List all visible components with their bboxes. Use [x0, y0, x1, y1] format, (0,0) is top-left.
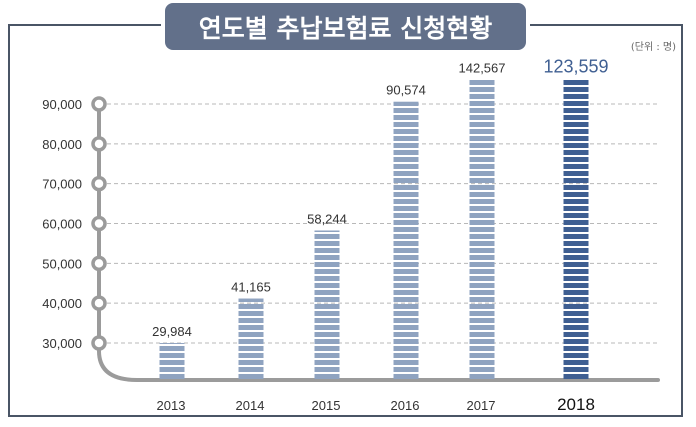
y-tick-label: 30,000: [42, 336, 82, 351]
data-label: 90,574: [386, 83, 426, 98]
unit-label: (단위 : 명): [630, 42, 676, 53]
data-label: 41,165: [231, 280, 271, 295]
data-label: 29,984: [152, 324, 192, 339]
y-tick-marker: [91, 175, 107, 192]
chart-title-box: 연도별 추납보험료 신청현황: [165, 3, 526, 50]
y-tick-label: 90,000: [42, 97, 82, 112]
bar-2015: [314, 230, 340, 379]
bar-2017: [469, 80, 495, 379]
data-label: 142,567: [459, 60, 506, 75]
chart-title: 연도별 추납보험료 신청현황: [198, 13, 493, 43]
y-tick-label: 50,000: [42, 256, 82, 271]
y-tick-label: 40,000: [42, 296, 82, 311]
y-tick-marker: [91, 136, 107, 152]
data-label: 123,559: [543, 56, 608, 76]
bar-2018: [563, 80, 589, 379]
y-tick-marker: [91, 96, 107, 112]
y-tick-label: 70,000: [42, 177, 82, 192]
bar-2013: [159, 343, 185, 379]
bar-2016: [393, 101, 419, 379]
x-tick-label: 2014: [236, 398, 265, 413]
y-tick-marker: [91, 255, 107, 272]
x-tick-label: 2015: [312, 398, 341, 413]
y-tick-label: 80,000: [42, 137, 82, 152]
x-tick-label: 2016: [391, 398, 420, 413]
bar-2014: [238, 298, 264, 379]
y-tick-label: 60,000: [42, 217, 82, 232]
x-tick-label: 2018: [557, 395, 595, 414]
x-tick-label: 2013: [157, 398, 186, 413]
x-tick-label: 2017: [467, 398, 496, 413]
axis-line: [97, 102, 660, 382]
data-label: 58,244: [307, 211, 347, 226]
y-tick-marker: [91, 215, 107, 232]
y-tick-marker: [91, 295, 107, 311]
y-tick-marker: [91, 335, 107, 351]
